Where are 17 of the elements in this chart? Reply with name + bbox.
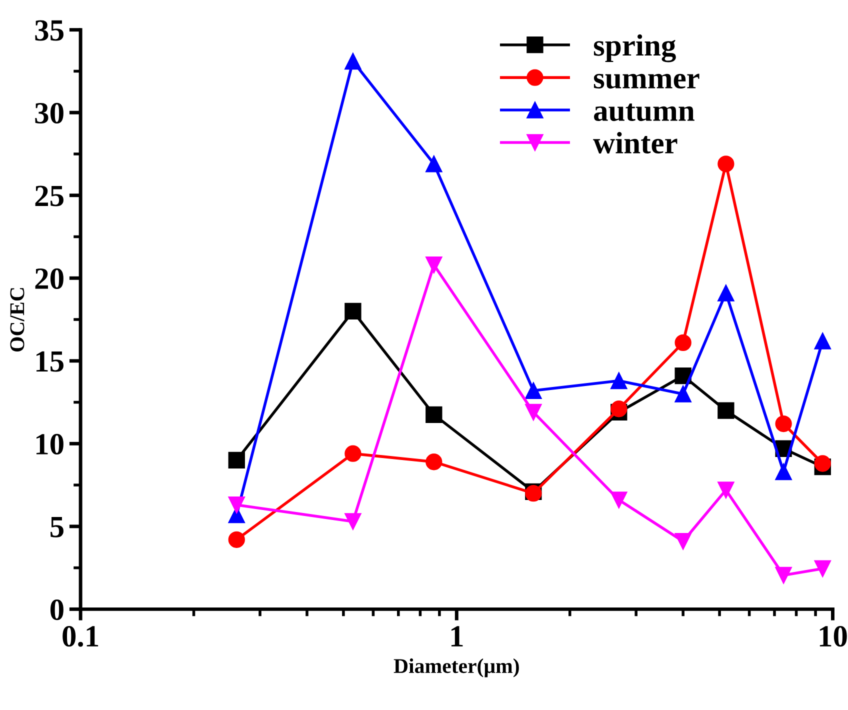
y-tick-label: 30 <box>35 102 64 124</box>
legend-label: winter <box>593 132 678 154</box>
y-tick-label: 15 <box>36 351 64 372</box>
legend-label: autumn <box>594 104 694 122</box>
x-tick-label: 10 <box>820 626 847 647</box>
y-axis-title: OC/EC <box>10 288 24 352</box>
y-tick-label: 0 <box>50 599 64 620</box>
y-tick-label: 25 <box>35 186 64 206</box>
y-tick-label: 5 <box>50 517 64 538</box>
x-axis-title: Diameter(μm) <box>394 658 519 678</box>
legend-label: summer <box>594 74 700 89</box>
y-tick-label: 20 <box>35 268 64 290</box>
y-tick-label: 10 <box>36 434 64 455</box>
x-tick-label: 0.1 <box>62 626 98 647</box>
y-tick-label: 35 <box>35 20 64 41</box>
x-tick-label: 1 <box>451 626 463 646</box>
legend-label: spring <box>594 34 676 62</box>
